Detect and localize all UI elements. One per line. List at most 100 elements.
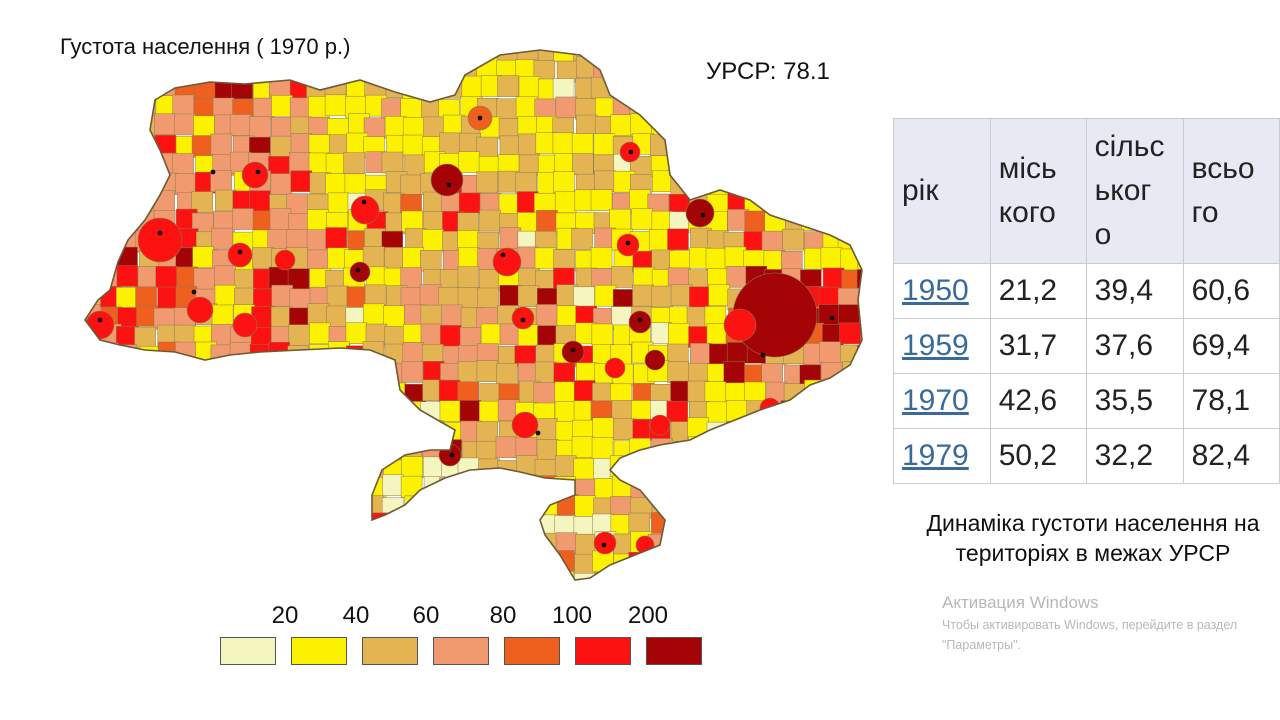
map-district — [119, 555, 142, 577]
map-district — [690, 343, 712, 365]
map-district — [704, 381, 727, 403]
map-district — [289, 364, 312, 386]
map-district — [685, 154, 707, 176]
map-district — [742, 50, 764, 62]
map-district — [727, 553, 750, 575]
map-district — [820, 246, 843, 269]
year-link[interactable]: 1979 — [902, 439, 969, 472]
urban-district — [85, 310, 115, 340]
map-district — [516, 552, 539, 574]
cell-year[interactable]: 1959 — [893, 318, 991, 374]
map-district — [269, 208, 292, 230]
map-district — [85, 381, 100, 403]
legend-label-20: 20 — [271, 602, 299, 629]
map-district — [249, 344, 272, 366]
city-dot — [601, 542, 607, 548]
legend-label-40: 40 — [342, 602, 370, 629]
map-district — [119, 173, 142, 196]
map-district — [800, 495, 823, 518]
map-district — [175, 60, 198, 83]
map-district — [271, 439, 294, 461]
map-district — [269, 455, 291, 478]
cell-year[interactable]: 1979 — [893, 428, 991, 484]
map-district — [423, 493, 445, 516]
cell-year[interactable]: 1950 — [893, 263, 991, 319]
map-district — [324, 496, 346, 519]
year-link[interactable]: 1970 — [902, 384, 969, 417]
map-district — [135, 573, 158, 580]
map-district — [327, 341, 350, 363]
map-district — [119, 116, 142, 138]
city-dot — [535, 430, 541, 436]
map-district — [837, 135, 859, 157]
map-district — [364, 50, 387, 61]
map-district — [307, 50, 329, 61]
map-district — [536, 210, 558, 232]
map-district — [158, 533, 180, 555]
map-district — [820, 421, 843, 444]
cell-total: 60,6 — [1182, 263, 1280, 319]
year-link[interactable]: 1959 — [902, 329, 969, 362]
map-district — [822, 79, 845, 102]
map-district — [85, 402, 104, 425]
map-district — [194, 456, 217, 478]
map-district — [172, 94, 194, 117]
map-district — [838, 190, 861, 213]
map-district — [400, 174, 422, 197]
city-dot — [477, 115, 483, 121]
map-district — [402, 342, 425, 364]
map-district — [137, 555, 160, 577]
map-district — [191, 418, 213, 441]
map-district — [364, 362, 387, 384]
map-district — [726, 342, 749, 364]
year-link[interactable]: 1950 — [902, 274, 969, 307]
map-district — [309, 344, 331, 366]
legend-label-200: 200 — [627, 602, 669, 629]
map-district — [783, 115, 805, 137]
map-district — [763, 533, 786, 556]
map-district — [782, 497, 805, 519]
map-district — [193, 555, 215, 577]
map-district — [458, 151, 480, 173]
map-district — [571, 436, 594, 458]
map-district — [840, 76, 862, 98]
map-district — [803, 571, 825, 580]
table-row: 1970 42,6 35,5 78,1 — [893, 373, 1280, 429]
map-district — [344, 515, 367, 538]
legend-swatch-6 — [575, 637, 631, 665]
map-district — [270, 135, 292, 158]
map-district — [496, 363, 518, 385]
map-district — [762, 420, 784, 442]
map-district — [249, 116, 271, 138]
map-district — [818, 304, 841, 326]
header-total: всьо го — [1182, 118, 1280, 264]
map-district — [857, 56, 862, 78]
map-district — [837, 151, 860, 174]
map-district — [479, 400, 501, 423]
map-district — [269, 361, 292, 384]
map-district — [85, 75, 101, 98]
map-district — [860, 304, 862, 326]
map-district — [837, 304, 860, 326]
map-district — [591, 437, 614, 459]
map-district — [346, 552, 369, 574]
map-district — [212, 417, 234, 440]
map-district — [175, 50, 198, 63]
map-district — [346, 417, 368, 440]
cell-year[interactable]: 1970 — [893, 373, 991, 429]
map-district — [765, 75, 787, 98]
map-district — [687, 474, 709, 497]
map-district — [135, 286, 157, 309]
map-district — [384, 402, 407, 424]
map-district — [783, 439, 805, 461]
map-district — [858, 360, 862, 382]
map-district — [457, 493, 480, 516]
map-district — [803, 191, 825, 214]
map-district — [308, 134, 331, 156]
map-district — [761, 455, 783, 478]
map-district — [271, 59, 294, 81]
map-district — [364, 572, 386, 580]
map-district — [307, 249, 329, 272]
map-district — [116, 495, 139, 517]
map-district — [116, 517, 139, 539]
